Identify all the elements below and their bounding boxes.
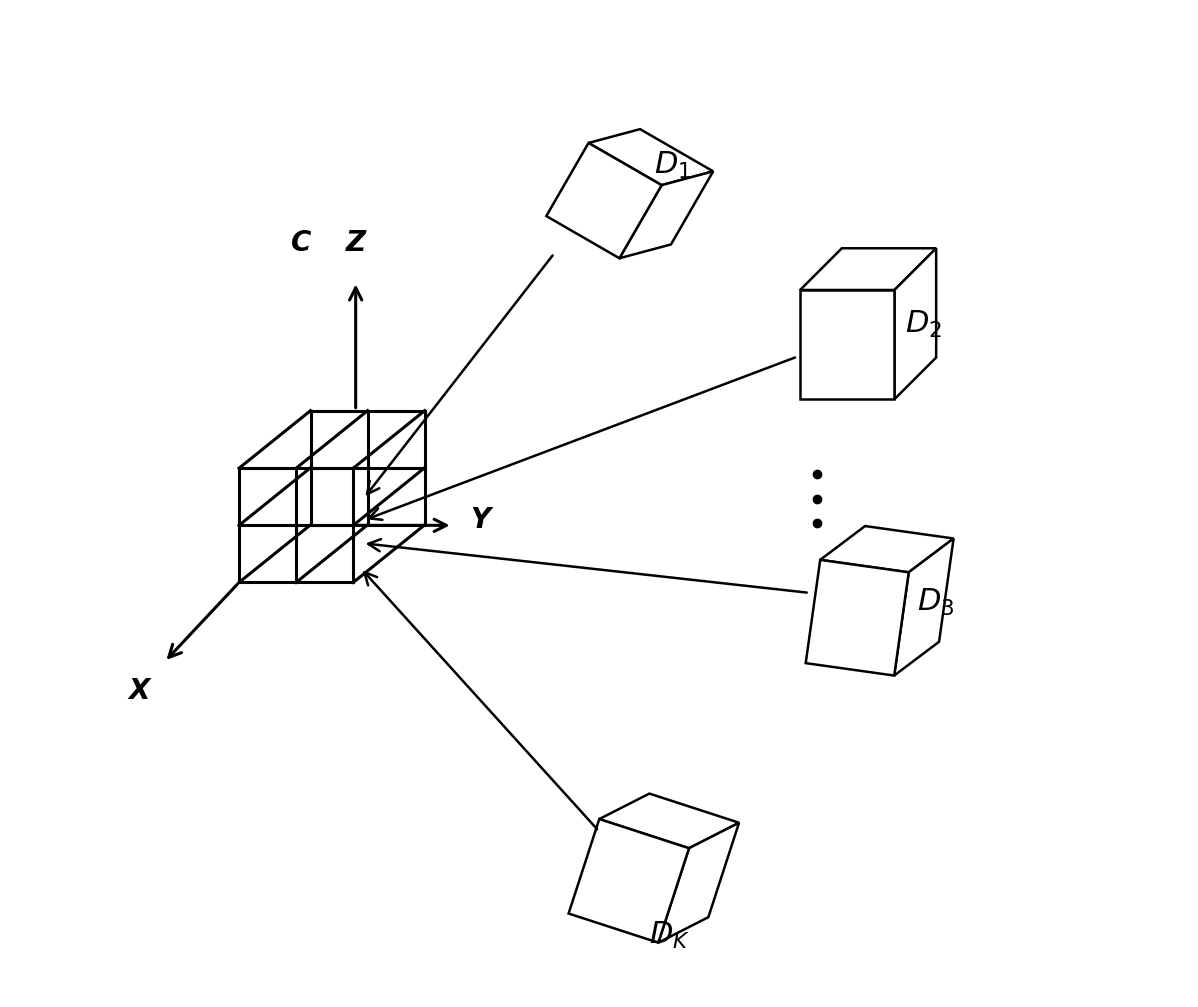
Polygon shape bbox=[599, 794, 739, 848]
Text: $D_K$: $D_K$ bbox=[648, 920, 690, 951]
Text: $D_1$: $D_1$ bbox=[654, 150, 691, 181]
Polygon shape bbox=[619, 171, 713, 258]
Polygon shape bbox=[569, 819, 689, 943]
Polygon shape bbox=[800, 290, 895, 399]
Text: C: C bbox=[291, 229, 311, 257]
Polygon shape bbox=[800, 249, 936, 290]
Polygon shape bbox=[895, 249, 936, 399]
Text: $D_2$: $D_2$ bbox=[904, 309, 942, 340]
Polygon shape bbox=[821, 526, 954, 572]
Polygon shape bbox=[546, 143, 661, 258]
Text: X: X bbox=[128, 677, 150, 705]
Text: Y: Y bbox=[471, 507, 490, 535]
Text: $D_3$: $D_3$ bbox=[916, 587, 954, 618]
Polygon shape bbox=[894, 539, 954, 676]
Text: Z: Z bbox=[346, 229, 365, 257]
Polygon shape bbox=[659, 823, 739, 943]
Polygon shape bbox=[588, 129, 713, 185]
Polygon shape bbox=[806, 560, 909, 676]
